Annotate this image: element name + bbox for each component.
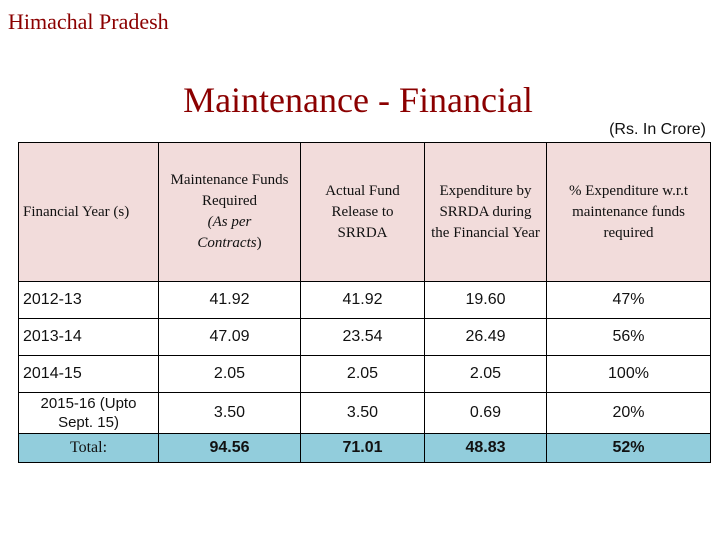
- table-row: 2012-13 41.92 41.92 19.60 47%: [18, 281, 711, 319]
- col-header-required-text: Maintenance Funds Required: [170, 172, 289, 209]
- col-header-required-note-2: Contracts: [197, 235, 257, 251]
- cell-release: 3.50: [300, 392, 425, 434]
- page-title-text: Maintenance - Financial: [183, 80, 533, 120]
- total-expenditure: 48.83: [424, 433, 547, 463]
- cell-percent: 20%: [546, 392, 711, 434]
- total-percent: 52%: [546, 433, 711, 463]
- total-label: Total:: [18, 433, 159, 463]
- cell-expenditure: 2.05: [424, 355, 547, 393]
- col-header-expenditure: Expenditure by SRRDA during the Financia…: [424, 142, 547, 282]
- page-title: Maintenance - Financial: [0, 78, 720, 122]
- cell-required: 41.92: [158, 281, 301, 319]
- total-required: 94.56: [158, 433, 301, 463]
- cell-year: 2014-15: [18, 355, 159, 393]
- cell-expenditure: 26.49: [424, 318, 547, 356]
- state-name: Himachal Pradesh: [8, 9, 169, 34]
- cell-year: 2013-14: [18, 318, 159, 356]
- cell-required: 47.09: [158, 318, 301, 356]
- cell-percent: 56%: [546, 318, 711, 356]
- total-release: 71.01: [300, 433, 425, 463]
- col-header-percent: % Expenditure w.r.t maintenance funds re…: [546, 142, 711, 282]
- cell-release: 41.92: [300, 281, 425, 319]
- table-row: 2013-14 47.09 23.54 26.49 56%: [18, 318, 711, 356]
- cell-year: 2015-16 (Upto Sept. 15): [18, 392, 159, 434]
- cell-release: 2.05: [300, 355, 425, 393]
- cell-release: 23.54: [300, 318, 425, 356]
- col-header-release: Actual Fund Release to SRRDA: [300, 142, 425, 282]
- cell-required: 3.50: [158, 392, 301, 434]
- cell-year: 2012-13: [18, 281, 159, 319]
- cell-expenditure: 19.60: [424, 281, 547, 319]
- table-header-row: Financial Year (s) Maintenance Funds Req…: [18, 142, 711, 282]
- cell-expenditure: 0.69: [424, 392, 547, 434]
- cell-percent: 100%: [546, 355, 711, 393]
- col-header-required-paren: ): [256, 235, 262, 251]
- unit-note: (Rs. In Crore): [609, 121, 706, 138]
- col-header-year: Financial Year (s): [18, 142, 159, 282]
- col-header-required-note: (As per: [207, 214, 252, 230]
- cell-percent: 47%: [546, 281, 711, 319]
- table-row: 2015-16 (Upto Sept. 15) 3.50 3.50 0.69 2…: [18, 392, 711, 434]
- cell-required: 2.05: [158, 355, 301, 393]
- table-row: 2014-15 2.05 2.05 2.05 100%: [18, 355, 711, 393]
- maintenance-table: Financial Year (s) Maintenance Funds Req…: [18, 142, 711, 463]
- total-row: Total: 94.56 71.01 48.83 52%: [18, 433, 711, 463]
- col-header-required: Maintenance Funds Required (As per Contr…: [158, 142, 301, 282]
